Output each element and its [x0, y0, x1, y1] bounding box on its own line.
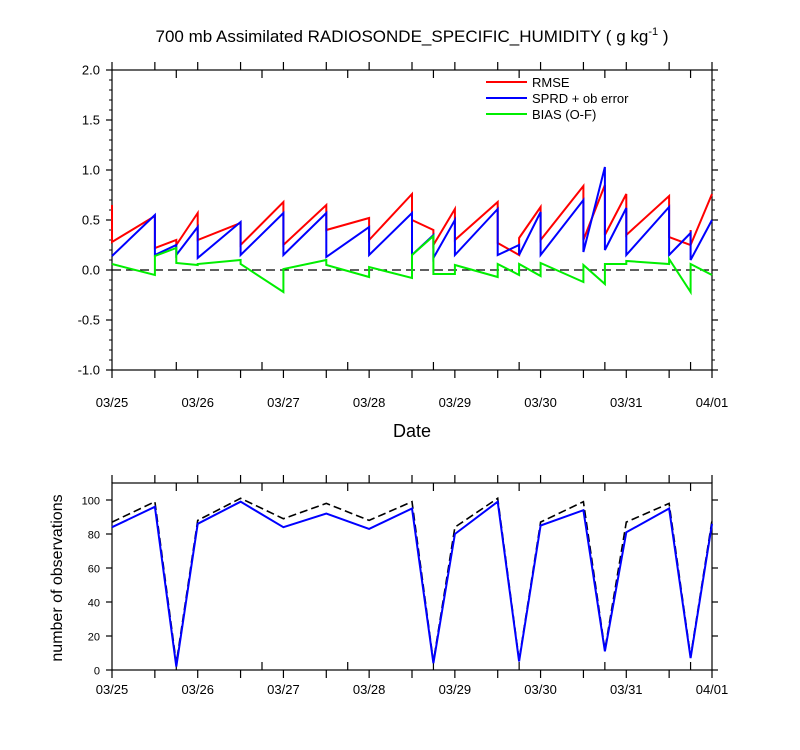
y-axis-label-observations: number of observations	[49, 494, 66, 661]
chart-title-end: )	[658, 27, 668, 46]
x-tick-label-1-1: 03/26	[181, 682, 214, 697]
y-tick-label-1-2: 60	[88, 564, 100, 576]
legend: RMSE SPRD + ob error BIAS (O-F)	[486, 75, 629, 122]
y-tick-label-1-3: 40	[88, 598, 100, 610]
legend-label-rmse: RMSE	[532, 75, 570, 90]
x-tick-label-0-3: 03/28	[353, 395, 386, 410]
x-tick-label-0-7: 04/01	[696, 395, 729, 410]
y-tick-label-0-5: -0.5	[78, 313, 100, 328]
series-line-assimilated	[111, 499, 713, 667]
x-tick-label-1-4: 03/29	[439, 682, 472, 697]
x-tick-label-0-2: 03/27	[267, 395, 300, 410]
y-tick-label-1-5: 0	[94, 666, 100, 678]
x-tick-label-1-3: 03/28	[353, 682, 386, 697]
x-tick-label-1-5: 03/30	[524, 682, 557, 697]
x-tick-label-1-6: 03/31	[610, 682, 643, 697]
legend-label-sprd: SPRD + ob error	[532, 91, 629, 106]
legend-label-bias: BIAS (O-F)	[532, 107, 596, 122]
chart-title: 700 mb Assimilated RADIOSONDE_SPECIFIC_H…	[156, 26, 669, 46]
series-line-sprd-ob-error	[111, 166, 713, 262]
x-axis-label: Date	[393, 421, 431, 441]
series-line-possible	[111, 496, 713, 664]
x-tick-label-0-5: 03/30	[524, 395, 557, 410]
y-tick-label-1-1: 80	[88, 530, 100, 542]
y-tick-label-0-1: 1.5	[82, 113, 100, 128]
y-tick-label-0-0: 2.0	[82, 63, 100, 78]
top-plot: 03/25 03/26 03/27 03/28 03/29 03/30 03/31 04/01…	[78, 62, 729, 410]
y-tick-label-1-0: 100	[82, 496, 100, 508]
y-tick-label-0-3: 0.5	[82, 213, 100, 228]
chart-title-superscript: -1	[648, 26, 658, 38]
y-tick-label-1-4: 20	[88, 632, 100, 644]
x-tick-label-1-0: 03/25	[96, 682, 129, 697]
x-tick-label-0-6: 03/31	[610, 395, 643, 410]
x-tick-label-0-0: 03/25	[96, 395, 129, 410]
y-tick-label-0-2: 1.0	[82, 163, 100, 178]
bottom-plot: 03/25 03/26 03/27 03/28 03/29 03/30 03/31 04/01…	[82, 475, 729, 697]
x-tick-label-1-7: 04/01	[696, 682, 729, 697]
chart-title-main: 700 mb Assimilated RADIOSONDE_SPECIFIC_H…	[156, 27, 649, 46]
series-line-bias-o-f-	[111, 233, 713, 296]
y-tick-label-0-6: -1.0	[78, 363, 100, 378]
x-tick-label-0-4: 03/29	[439, 395, 472, 410]
y-tick-label-0-4: 0.0	[82, 263, 100, 278]
x-tick-label-0-1: 03/26	[181, 395, 214, 410]
x-tick-label-1-2: 03/27	[267, 682, 300, 697]
